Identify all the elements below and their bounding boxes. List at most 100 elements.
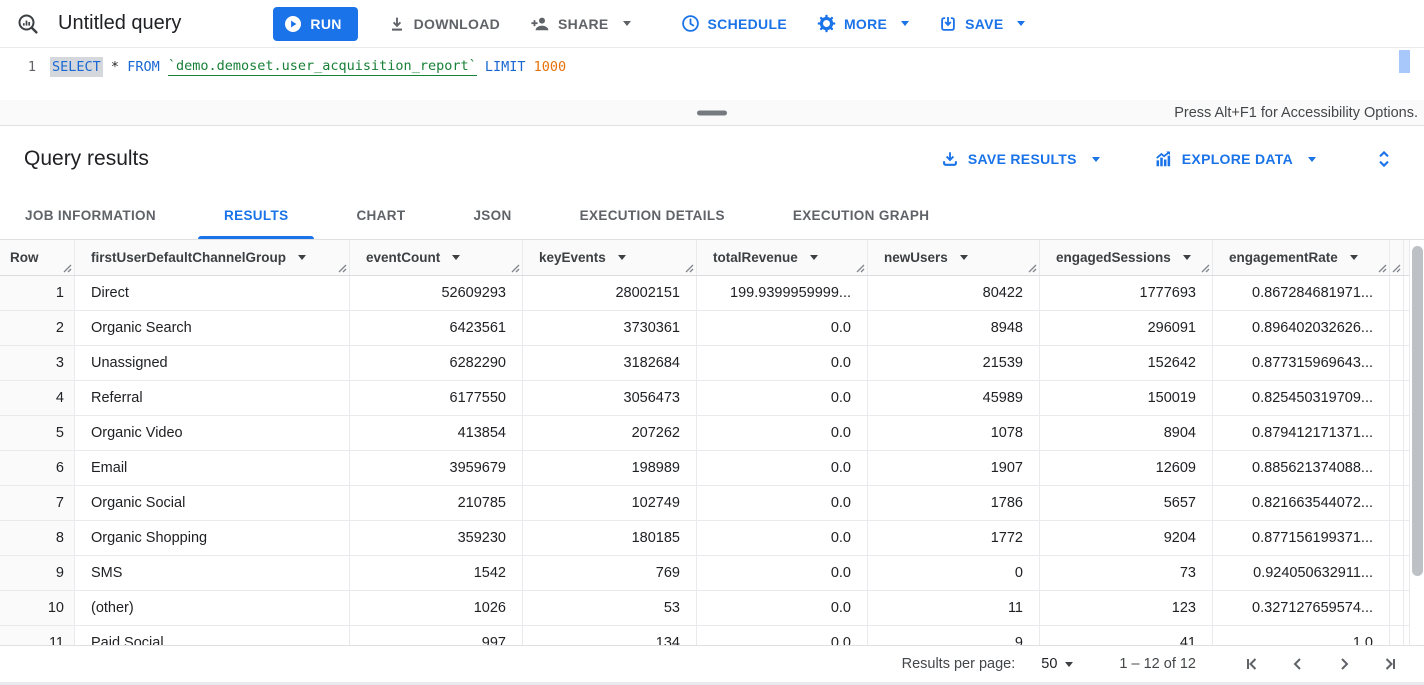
first-page-button[interactable] (1240, 652, 1264, 676)
tab-chart[interactable]: CHART (322, 192, 439, 239)
cell-engagedSessions: 152642 (1040, 346, 1213, 380)
page-range-label: 1 – 12 of 12 (1119, 656, 1196, 672)
tab-execution-graph[interactable]: EXECUTION GRAPH (759, 192, 964, 239)
results-table-body: 1 Direct 52609293 28002151 199.9399959999...… (0, 276, 1424, 645)
column-header-newUsers[interactable]: newUsers (868, 240, 1040, 275)
column-menu-caret-icon[interactable] (298, 255, 307, 260)
more-button[interactable]: MORE (817, 7, 910, 41)
column-resize-handle-icon[interactable] (511, 264, 520, 273)
column-header-keyEvents[interactable]: keyEvents (523, 240, 697, 275)
table-row[interactable]: 2 Organic Search 6423561 3730361 0.0 8948 2960… (0, 311, 1424, 346)
column-resize-handle-icon[interactable] (856, 264, 865, 273)
table-row[interactable]: 10 (other) 1026 53 0.0 11 123 0.327127659574... (0, 591, 1424, 626)
cell-firstUserDefaultChannelGroup: (other) (75, 591, 350, 625)
cell-firstUserDefaultChannelGroup: SMS (75, 556, 350, 590)
schedule-button[interactable]: SCHEDULE (681, 7, 787, 41)
column-spacer-cell (1390, 311, 1404, 345)
column-resize-handle-icon[interactable] (1378, 264, 1387, 273)
editor-scrollbar-thumb[interactable] (1399, 50, 1410, 73)
column-menu-caret-icon[interactable] (809, 255, 818, 260)
save-button[interactable]: SAVE (939, 7, 1026, 41)
cell-newUsers: 9 (868, 626, 1040, 645)
cell-firstUserDefaultChannelGroup: Organic Shopping (75, 521, 350, 555)
download-icon (388, 15, 406, 33)
expand-collapse-results-button[interactable] (1374, 149, 1394, 169)
column-menu-caret-icon[interactable] (452, 255, 461, 260)
tab-job-information[interactable]: JOB INFORMATION (0, 192, 190, 239)
cell-totalRevenue: 0.0 (697, 311, 868, 345)
column-resize-handle-icon[interactable] (685, 264, 694, 273)
previous-page-button[interactable] (1286, 652, 1310, 676)
column-menu-caret-icon[interactable] (1349, 255, 1358, 260)
table-row[interactable]: 3 Unassigned 6282290 3182684 0.0 21539 152642 0… (0, 346, 1424, 381)
cell-totalRevenue: 199.9399959999... (697, 276, 868, 310)
table-row[interactable]: 1 Direct 52609293 28002151 199.9399959999...… (0, 276, 1424, 311)
cell-engagementRate: 0.885621374088... (1213, 451, 1390, 485)
column-label: newUsers (884, 250, 948, 265)
column-resize-handle-icon[interactable] (338, 264, 347, 273)
play-circle-icon (284, 15, 302, 33)
cell-firstUserDefaultChannelGroup: Paid Social (75, 626, 350, 645)
table-row[interactable]: 11 Paid Social 997 134 0.0 9 41 1.0 (0, 626, 1424, 645)
cell-firstUserDefaultChannelGroup: Organic Search (75, 311, 350, 345)
cell-keyEvents: 28002151 (523, 276, 697, 310)
column-resize-handle-icon[interactable] (1028, 264, 1037, 273)
tab-json[interactable]: JSON (439, 192, 545, 239)
table-row[interactable]: 4 Referral 6177550 3056473 0.0 45989 150019 0.8… (0, 381, 1424, 416)
table-scrollbar-thumb[interactable] (1412, 246, 1423, 576)
cell-totalRevenue: 0.0 (697, 486, 868, 520)
sql-editor-line: 1 SELECT * FROM `demo.demoset.user_acqui… (0, 48, 1424, 78)
tab-results[interactable]: RESULTS (190, 192, 322, 239)
table-row[interactable]: 5 Organic Video 413854 207262 0.0 1078 8904 0.8… (0, 416, 1424, 451)
column-header-engagementRate[interactable]: engagementRate (1213, 240, 1390, 275)
sql-editor[interactable]: 1 SELECT * FROM `demo.demoset.user_acqui… (0, 48, 1424, 100)
cell-engagedSessions: 296091 (1040, 311, 1213, 345)
cell-firstUserDefaultChannelGroup: Email (75, 451, 350, 485)
page-size-select[interactable]: 50 (1041, 656, 1074, 672)
splitter-drag-handle[interactable] (697, 110, 727, 115)
column-header-totalRevenue[interactable]: totalRevenue (697, 240, 868, 275)
cell-row: 10 (0, 591, 75, 625)
cell-keyEvents: 3056473 (523, 381, 697, 415)
cell-totalRevenue: 0.0 (697, 451, 868, 485)
table-row[interactable]: 9 SMS 1542 769 0.0 0 73 0.924050632911... (0, 556, 1424, 591)
share-button[interactable]: SHARE (530, 7, 631, 41)
column-header-row[interactable]: Row (0, 240, 75, 275)
column-resize-handle-icon[interactable] (1392, 264, 1401, 273)
column-resize-handle-icon[interactable] (1201, 264, 1210, 273)
chart-insights-icon (1154, 150, 1173, 169)
cell-row: 11 (0, 626, 75, 645)
explore-data-button[interactable]: EXPLORE DATA (1154, 150, 1316, 169)
cell-engagementRate: 0.879412171371... (1213, 416, 1390, 450)
column-menu-caret-icon[interactable] (959, 255, 968, 260)
cell-totalRevenue: 0.0 (697, 626, 868, 645)
sql-table-reference[interactable]: `demo.demoset.user_acquisition_report` (167, 58, 477, 76)
pagination-footer: Results per page: 50 1 – 12 of 12 (0, 645, 1424, 682)
cell-row: 1 (0, 276, 75, 310)
query-toolbar: Untitled query RUN DOWNLOAD (0, 0, 1424, 48)
clock-icon (681, 14, 700, 33)
column-spacer-header (1390, 240, 1404, 275)
column-resize-handle-icon[interactable] (63, 264, 72, 273)
run-button[interactable]: RUN (273, 6, 358, 41)
save-results-button[interactable]: SAVE RESULTS (941, 150, 1100, 168)
download-button[interactable]: DOWNLOAD (388, 7, 500, 41)
table-vertical-scrollbar[interactable] (1409, 240, 1424, 645)
column-header-engagedSessions[interactable]: engagedSessions (1040, 240, 1213, 275)
column-menu-caret-icon[interactable] (617, 255, 626, 260)
last-page-button[interactable] (1378, 652, 1402, 676)
column-header-eventCount[interactable]: eventCount (350, 240, 523, 275)
next-page-button[interactable] (1332, 652, 1356, 676)
chevron-down-icon (1017, 21, 1026, 26)
tab-execution-details[interactable]: EXECUTION DETAILS (546, 192, 759, 239)
table-row[interactable]: 7 Organic Social 210785 102749 0.0 1786 5657 0.… (0, 486, 1424, 521)
table-row[interactable]: 8 Organic Shopping 359230 180185 0.0 1772 9204… (0, 521, 1424, 556)
column-label: Row (10, 250, 39, 265)
cell-eventCount: 359230 (350, 521, 523, 555)
column-spacer-cell (1390, 626, 1404, 645)
column-header-firstUserDefaultChannelGroup[interactable]: firstUserDefaultChannelGroup (75, 240, 350, 275)
cell-keyEvents: 134 (523, 626, 697, 645)
cell-keyEvents: 102749 (523, 486, 697, 520)
table-row[interactable]: 6 Email 3959679 198989 0.0 1907 12609 0.8856213… (0, 451, 1424, 486)
column-menu-caret-icon[interactable] (1182, 255, 1191, 260)
